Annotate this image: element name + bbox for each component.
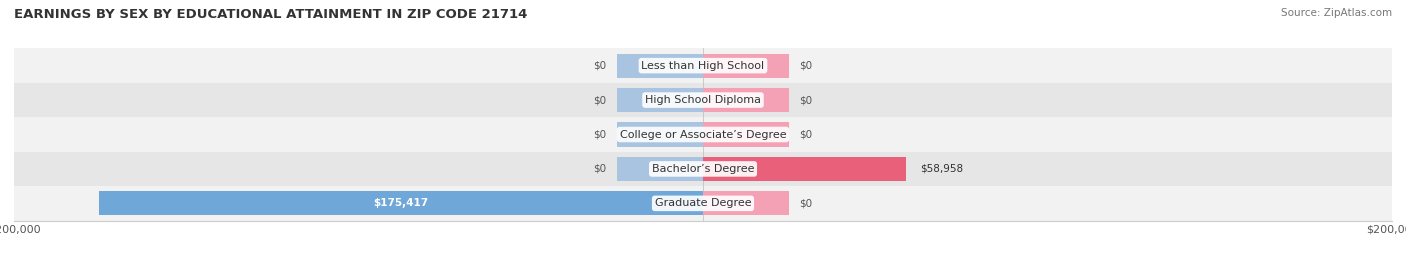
Bar [14, 117, 1392, 152]
Text: $0: $0 [800, 198, 813, 208]
Bar [617, 122, 703, 147]
Text: $0: $0 [800, 129, 813, 140]
Text: EARNINGS BY SEX BY EDUCATIONAL ATTAINMENT IN ZIP CODE 21714: EARNINGS BY SEX BY EDUCATIONAL ATTAINMEN… [14, 8, 527, 21]
Bar [617, 157, 703, 181]
Bar [98, 191, 703, 215]
Bar [14, 48, 1392, 83]
Text: College or Associate’s Degree: College or Associate’s Degree [620, 129, 786, 140]
Text: $58,958: $58,958 [920, 164, 963, 174]
Text: Source: ZipAtlas.com: Source: ZipAtlas.com [1281, 8, 1392, 18]
Text: $0: $0 [800, 61, 813, 71]
Text: $0: $0 [593, 95, 606, 105]
Text: $175,417: $175,417 [374, 198, 429, 208]
Bar [14, 152, 1392, 186]
Text: $0: $0 [800, 95, 813, 105]
Bar [703, 88, 789, 112]
Text: High School Diploma: High School Diploma [645, 95, 761, 105]
Bar [703, 122, 789, 147]
Text: Graduate Degree: Graduate Degree [655, 198, 751, 208]
Bar [703, 54, 789, 78]
Bar [14, 83, 1392, 117]
Text: $0: $0 [593, 61, 606, 71]
Text: Bachelor’s Degree: Bachelor’s Degree [652, 164, 754, 174]
Bar [617, 88, 703, 112]
Text: Less than High School: Less than High School [641, 61, 765, 71]
Bar [703, 191, 789, 215]
Text: $0: $0 [593, 129, 606, 140]
Bar [703, 157, 905, 181]
Bar [14, 186, 1392, 221]
Bar [617, 54, 703, 78]
Text: $0: $0 [593, 164, 606, 174]
